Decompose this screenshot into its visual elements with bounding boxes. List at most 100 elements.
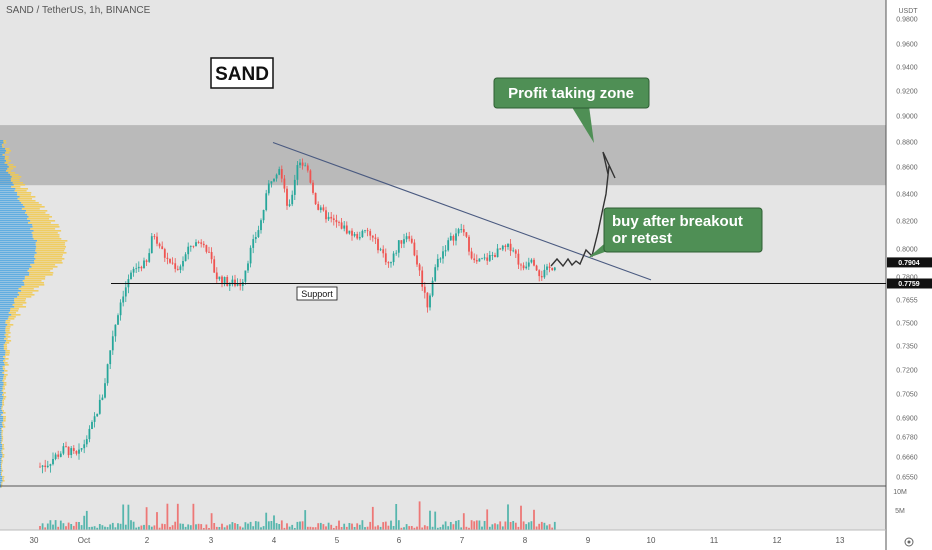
candle-body [416,255,418,265]
candle-body [390,262,392,264]
profile-bar-blue [0,410,3,412]
volume-bar [455,520,457,530]
profile-bar-blue [0,176,12,178]
price-label-text: 0.7759 [898,281,920,288]
profile-bar-blue [0,436,2,438]
profile-bar-blue [0,304,13,306]
volume-bar [262,526,265,530]
profile-bar-yellow [30,228,56,230]
candle-body [137,266,140,269]
volume-bar [182,523,184,530]
candle-body [80,448,83,450]
profile-bar-yellow [14,298,26,300]
profile-bar-yellow [5,326,11,328]
profile-bar-yellow [8,312,16,314]
candle-body [392,253,395,263]
profile-bar-yellow [1,144,4,146]
candle-body [249,247,252,264]
profile-bar-blue [0,276,25,278]
volume-bar [314,527,317,530]
candle-body [41,465,44,467]
profile-bar-yellow [2,456,5,458]
profile-bar-yellow [4,364,9,366]
volume-bar [470,520,473,530]
profile-bar-blue [0,430,2,432]
profile-bar-blue [0,426,3,428]
profile-bar-blue [0,482,2,484]
volume-bar [54,520,57,530]
candle-body [275,174,278,179]
time-tick-label: 12 [773,536,782,545]
profile-bar-yellow [1,408,3,410]
profile-bar-blue [0,362,5,364]
profile-bar-yellow [25,212,46,214]
candle-body [179,266,182,270]
volume-bar [111,522,114,530]
candle-body [161,246,164,250]
candle-body [322,207,325,211]
volume-bar [332,528,335,530]
volume-bar [39,526,41,530]
profile-bar-blue [0,160,6,162]
profile-bar-yellow [3,346,8,348]
profile-bar-yellow [1,422,4,424]
volume-bar [252,526,255,530]
candle-body [447,240,450,251]
candle-body [509,243,512,251]
profile-bar-yellow [2,388,6,390]
candle-body [291,194,294,205]
price-axis-background [886,0,932,550]
profile-bar-blue [0,274,29,276]
volume-bar [208,528,210,530]
volume-bar [293,528,296,530]
price-tick-label: 0.6900 [896,416,918,423]
volume-bar [179,523,182,530]
volume-bar [78,522,80,530]
candle-body [228,284,231,286]
volume-bar [483,521,486,530]
candle-body [247,263,249,271]
profile-bar-yellow [3,384,7,386]
volume-bar [345,526,348,530]
candle-body [481,258,483,260]
profile-bar-blue [0,338,5,340]
profile-bar-blue [0,156,5,158]
volume-bar [143,524,145,530]
candle-body [187,246,190,255]
profile-bar-yellow [17,296,32,298]
settings-icon[interactable] [904,537,914,547]
volume-bar [520,505,522,530]
candle-body [371,235,374,238]
profile-bar-yellow [1,472,2,474]
profile-bar-blue [0,242,36,244]
profile-bar-blue [0,486,2,488]
volume-bar [150,526,153,530]
candle-body [88,428,91,440]
candle-body [153,236,156,237]
volume-bar [247,523,249,530]
candle-body [423,286,426,293]
profile-bar-blue [0,390,2,392]
profile-bar-yellow [17,292,33,294]
price-tick-label: 0.8600 [896,165,918,172]
profile-bar-yellow [24,284,45,286]
volume-bar [538,523,541,530]
candle-body [44,465,47,467]
volume-bar [475,520,478,530]
profile-bar-yellow [1,430,4,432]
profile-bar-blue [0,356,4,358]
candle-body [283,178,286,189]
profile-bar-blue [0,142,4,144]
volume-bar [117,523,119,530]
callout-profit-zone: Profit taking zone [493,77,650,143]
volume-bar [533,509,535,530]
candle-body [158,243,161,247]
volume-bar [158,527,161,530]
volume-bar [444,521,447,530]
candle-body [62,446,65,454]
candle-body [408,236,411,239]
profile-bar-yellow [32,226,60,228]
profile-bar-blue [0,462,2,464]
volume-bar [254,521,257,530]
profile-bar-yellow [14,190,27,192]
